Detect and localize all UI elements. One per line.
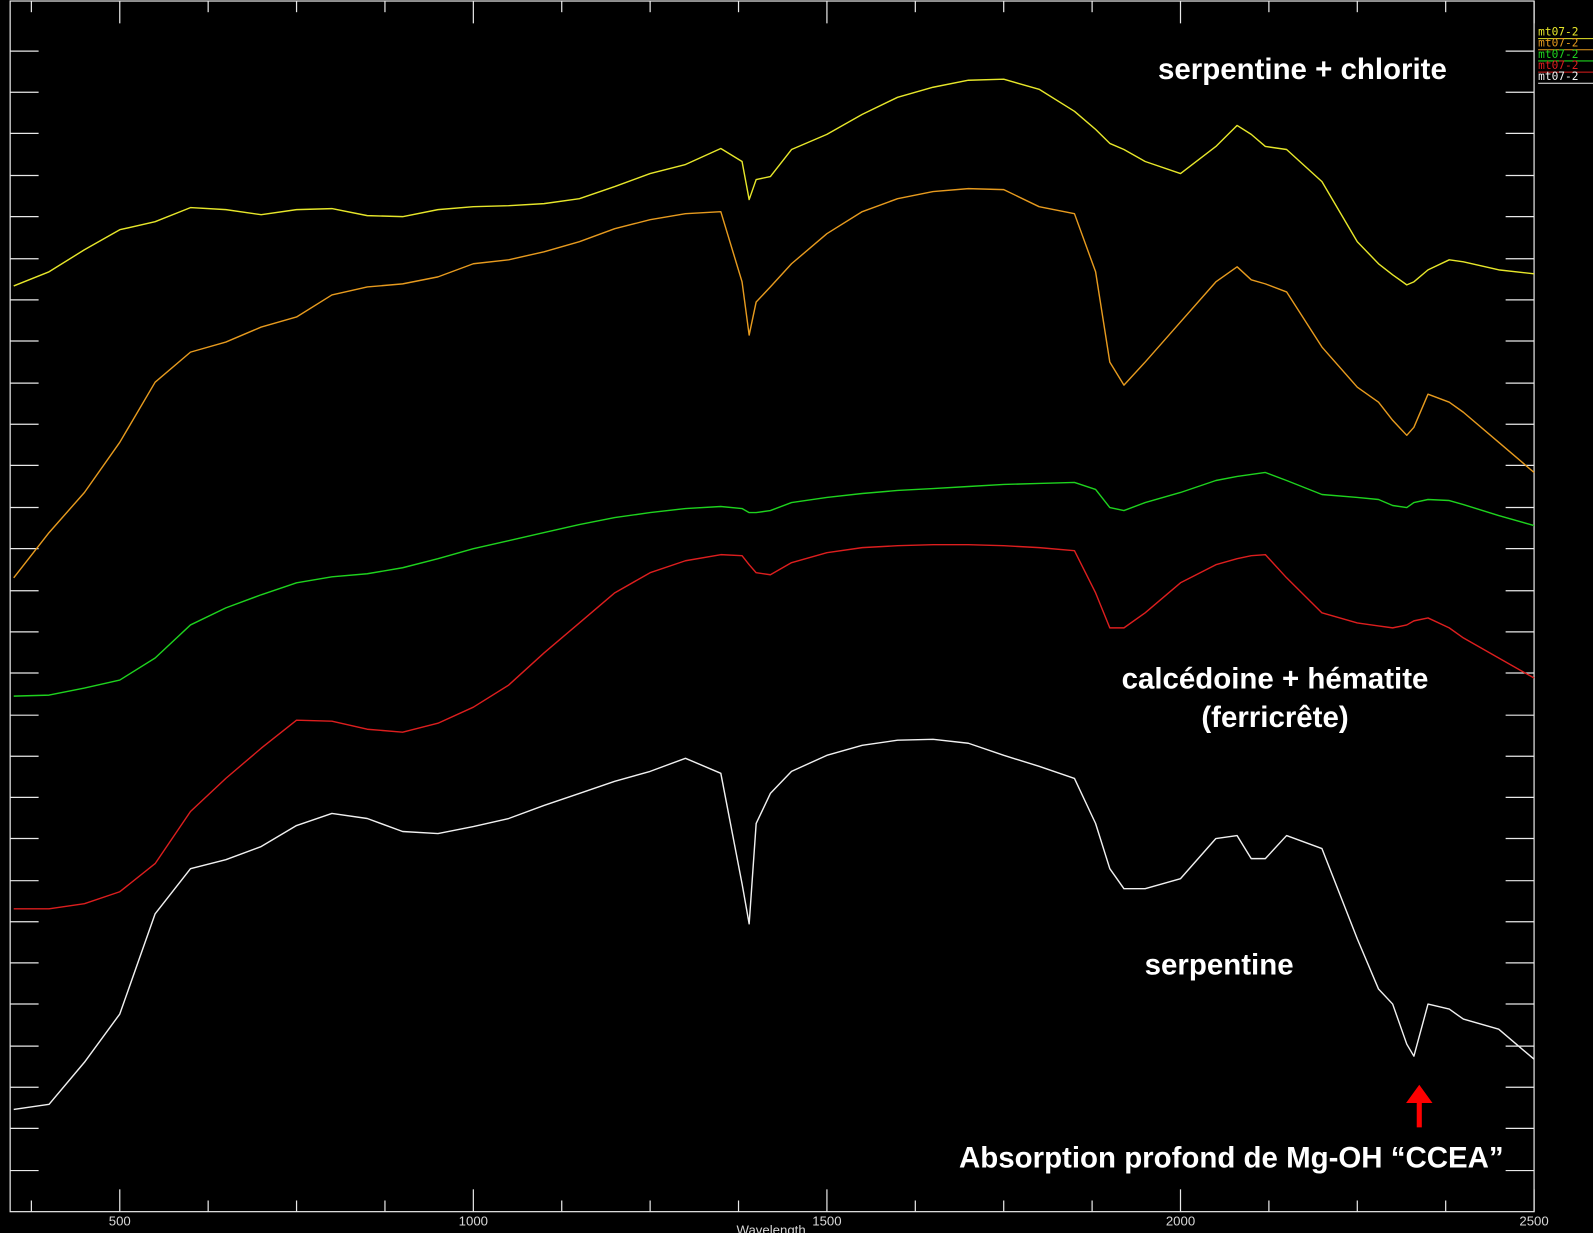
x-tick-label: 2000 [1166, 1213, 1195, 1228]
spectrum-line [13, 471, 1535, 697]
spectrum-line [13, 187, 1535, 579]
annotation: serpentine [1145, 949, 1294, 982]
annotation: serpentine + chlorite [1158, 53, 1447, 86]
plot-frame [9, 0, 1535, 1213]
x-tick-label: 2500 [1519, 1213, 1548, 1228]
legend-label: mt07-2 [1538, 59, 1578, 72]
legend-label: mt07-2 [1538, 37, 1578, 50]
annotation: calcédoine + hématite [1122, 662, 1429, 695]
x-tick-label: 500 [109, 1213, 131, 1228]
x-axis-label: Wavelength [737, 1222, 806, 1233]
legend-label: mt07-2 [1538, 48, 1578, 61]
legend-label: mt07-2 [1538, 70, 1578, 83]
spectrum-line [13, 543, 1535, 910]
x-tick-label: 1500 [812, 1213, 841, 1228]
legend-label: mt07-2 [1538, 26, 1578, 39]
annotation: (ferricrête) [1201, 701, 1348, 734]
annotation: Absorption profond de Mg-OH “CCEA” [959, 1142, 1504, 1175]
x-tick-label: 1000 [459, 1213, 488, 1228]
red-arrow [1406, 1084, 1433, 1128]
spectrum-line [13, 78, 1535, 287]
spectrum-line [13, 738, 1535, 1111]
